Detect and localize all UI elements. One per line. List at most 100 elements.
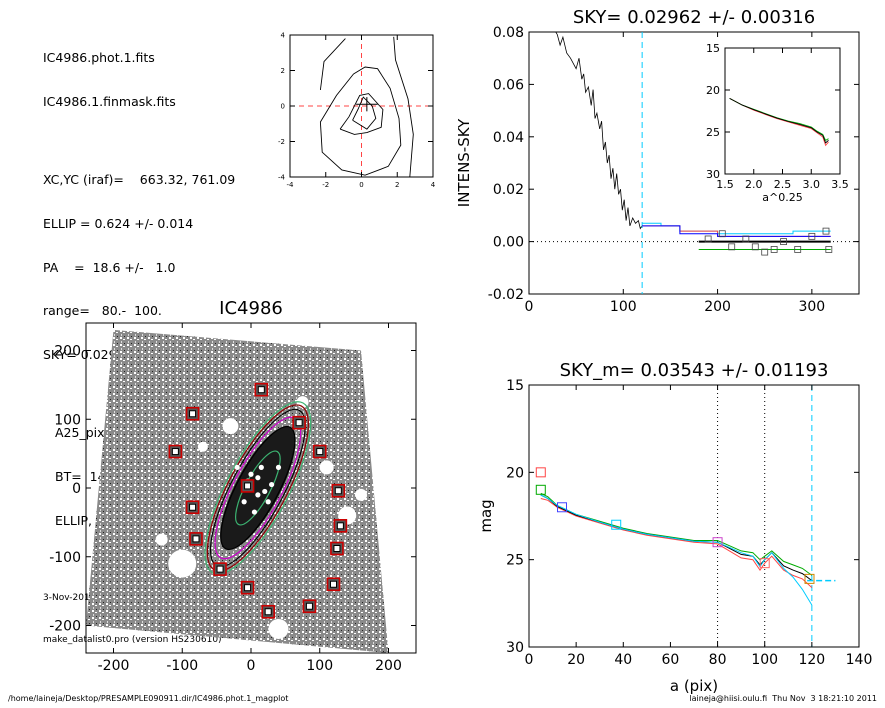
mag-series bbox=[540, 494, 813, 606]
masked-source bbox=[251, 509, 258, 515]
step-series bbox=[642, 225, 831, 237]
masked-star bbox=[355, 488, 367, 501]
x-tick-label: 0 bbox=[525, 299, 534, 315]
mag-title: SKY_m= 0.03543 +/- 0.01193 bbox=[560, 360, 829, 381]
y-tick-label: 15 bbox=[506, 378, 524, 394]
masked-source bbox=[255, 492, 261, 498]
x-tick-label: 2.0 bbox=[745, 178, 763, 191]
contour-outer-arc bbox=[393, 36, 414, 178]
masked-star bbox=[155, 533, 168, 546]
masked-star bbox=[319, 460, 334, 475]
x-tick-label: 3.5 bbox=[831, 178, 849, 191]
inset-background bbox=[725, 48, 840, 174]
marker-square bbox=[759, 558, 770, 569]
y-tick-label: -2 bbox=[278, 138, 285, 146]
x-tick-label: 120 bbox=[798, 652, 825, 668]
x-tick-label: 100 bbox=[610, 299, 637, 315]
masked-source bbox=[258, 464, 264, 470]
y-tick-label: 0 bbox=[281, 103, 285, 111]
y-tick-label: 0.02 bbox=[493, 182, 524, 198]
marker-square bbox=[557, 502, 567, 513]
contour-line bbox=[339, 93, 384, 135]
masked-source bbox=[241, 499, 247, 505]
x-tick-label: 100 bbox=[306, 658, 333, 674]
footer-user: laineja@hiisi.oulu.fi Thu Nov 3 18:21:10… bbox=[689, 694, 877, 703]
sky-sample bbox=[728, 243, 736, 251]
fit-range: range= 80.- 100. bbox=[43, 303, 162, 319]
center-coords: XC,YC (iraf)= 663.32, 761.09 bbox=[43, 171, 236, 187]
x-tick-label: 80 bbox=[709, 652, 727, 668]
sky-sample bbox=[825, 246, 833, 253]
mag-xlabel: a (pix) bbox=[670, 677, 718, 695]
y-tick-label: 0.00 bbox=[493, 235, 524, 251]
sky-sample bbox=[808, 232, 816, 240]
x-tick-label: 20 bbox=[567, 652, 585, 668]
sky-box-inner bbox=[189, 503, 197, 511]
sky-box-inner bbox=[333, 545, 341, 552]
x-tick-label: 200 bbox=[375, 658, 402, 674]
y-tick-label: 4 bbox=[281, 32, 286, 40]
mag-panel: 0 20 40 60 80 100 120 140 15 20 25 30 SKY_m= 0.03543… bbox=[477, 360, 872, 695]
x-tick-label: 2.5 bbox=[774, 178, 792, 191]
masked-source bbox=[262, 488, 268, 495]
x-tick-label: 3.0 bbox=[803, 178, 821, 191]
sky-panel: 0 100 200 300 -0.02 0.00 0.02 0.04 0.06 0.08 SKY= … bbox=[455, 7, 860, 315]
y-tick-label: 2 bbox=[281, 67, 285, 75]
x-tick-label: -4 bbox=[287, 181, 295, 189]
y-tick-label: 15 bbox=[706, 42, 720, 55]
ellipticity: ELLIP = 0.624 +/- 0.014 bbox=[43, 215, 194, 231]
x-tick-label: 2 bbox=[395, 181, 399, 189]
position-angle: PA = 18.6 +/- 1.0 bbox=[43, 259, 176, 275]
masked-source bbox=[255, 475, 261, 481]
y-tick-label: 0.06 bbox=[493, 77, 524, 93]
y-tick-label: 100 bbox=[54, 412, 81, 428]
sky-sample bbox=[704, 235, 712, 243]
contour-line bbox=[319, 66, 402, 176]
y-tick-label: 25 bbox=[706, 126, 720, 139]
image-title: IC4986 bbox=[219, 298, 283, 319]
y-tick-label: 30 bbox=[706, 168, 720, 181]
sky-sample bbox=[742, 235, 750, 243]
y-tick-label: -100 bbox=[49, 550, 81, 566]
sky-box-inner bbox=[264, 608, 272, 616]
sky-box-inner bbox=[316, 448, 324, 456]
sky-box-inner bbox=[334, 487, 342, 495]
y-tick-label: 20 bbox=[506, 465, 524, 481]
sky-title: SKY= 0.02962 +/- 0.00316 bbox=[573, 7, 815, 28]
x-tick-label: -2 bbox=[322, 181, 329, 189]
profile-line bbox=[555, 32, 643, 230]
inset-xlabel: a^0.25 bbox=[762, 191, 802, 204]
y-tick-label: 200 bbox=[54, 344, 81, 360]
sky-box-inner bbox=[216, 565, 224, 573]
masked-source bbox=[275, 464, 282, 470]
y-tick-label: 0 bbox=[72, 481, 81, 497]
sky-sample bbox=[751, 243, 759, 251]
marker-square bbox=[535, 467, 546, 478]
x-tick-label: 0 bbox=[359, 181, 363, 189]
y-tick-label: -0.02 bbox=[488, 287, 524, 303]
sky-box-inner bbox=[336, 522, 344, 530]
y-tick-label: 25 bbox=[506, 553, 524, 569]
step-series bbox=[642, 222, 831, 235]
x-tick-label: -200 bbox=[98, 658, 130, 674]
marker-square bbox=[535, 484, 546, 495]
x-tick-label: 0 bbox=[247, 658, 256, 674]
file-name-mask: IC4986.1.finmask.fits bbox=[43, 93, 176, 109]
contour-line bbox=[352, 96, 377, 130]
image-content bbox=[86, 329, 389, 653]
contour-outer-arc bbox=[319, 38, 346, 91]
masked-star bbox=[268, 618, 289, 639]
y-tick-label: -200 bbox=[49, 619, 81, 635]
mag-frame bbox=[528, 384, 860, 648]
masked-star bbox=[197, 441, 208, 452]
file-name-image: IC4986.phot.1.fits bbox=[43, 50, 155, 66]
x-tick-label: 4 bbox=[431, 181, 436, 189]
x-tick-label: 200 bbox=[704, 299, 731, 315]
y-tick-label: 20 bbox=[706, 84, 720, 97]
x-tick-label: 100 bbox=[751, 652, 778, 668]
masked-star bbox=[168, 549, 197, 578]
x-tick-label: -100 bbox=[166, 658, 198, 674]
inset-series bbox=[729, 98, 829, 144]
marker-square bbox=[712, 537, 723, 548]
